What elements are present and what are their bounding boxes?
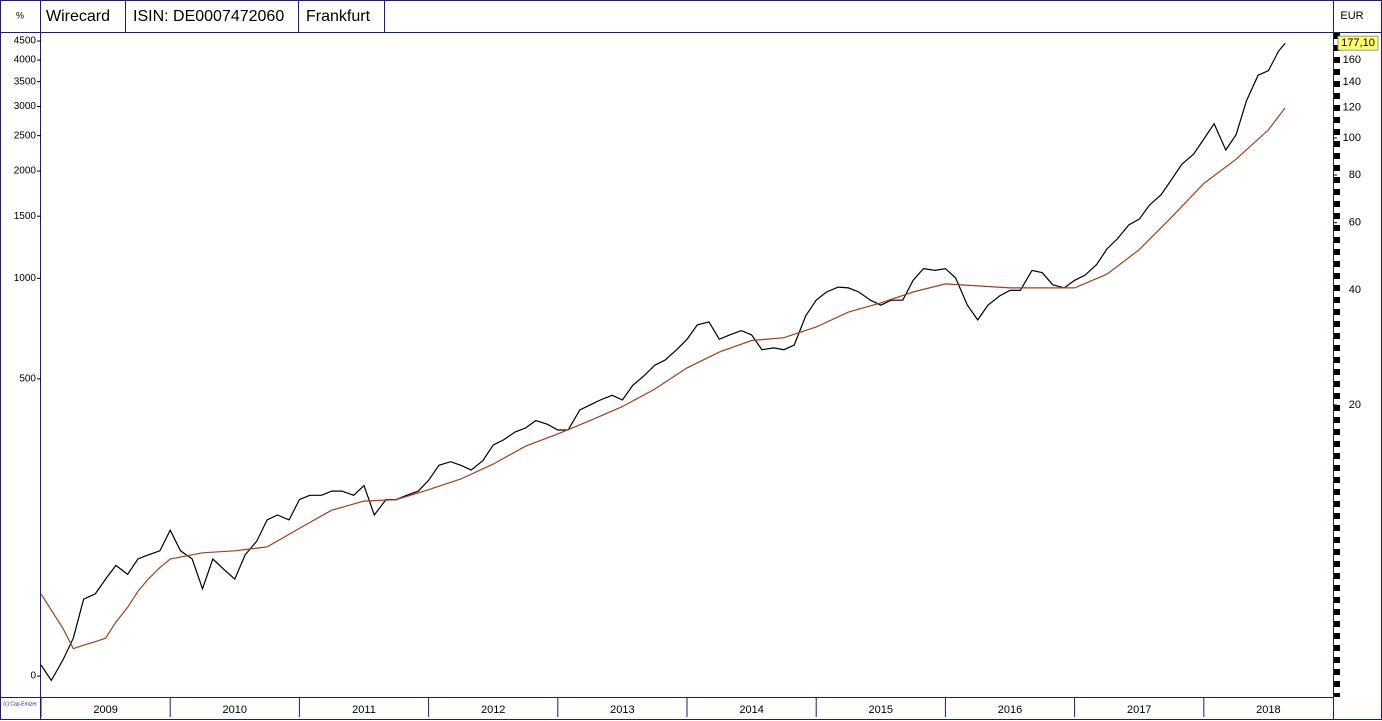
- y2-tick-label: 3000: [14, 101, 37, 112]
- y2-tick-label: 4000: [14, 55, 37, 66]
- x-tick-label: 2010: [223, 704, 247, 716]
- price-line: [40, 107, 1286, 650]
- y2-tick-label: 1000: [14, 273, 37, 284]
- x-tick-label: 2014: [739, 704, 763, 716]
- copyright: (c) Cap-Emizer: [3, 701, 37, 707]
- x-tick-label: 2018: [1256, 704, 1280, 716]
- y-tick-label: 140: [1343, 76, 1361, 88]
- x-tick-label: 2012: [481, 704, 505, 716]
- y-tick-label: 120: [1343, 102, 1361, 114]
- header-isin: ISIN: DE0007472060: [133, 8, 284, 25]
- x-tick-label: 2011: [352, 704, 376, 716]
- y-tick-label: 100: [1343, 132, 1361, 144]
- header-name: Wirecard: [46, 8, 110, 25]
- last-price-label: 177,10: [1341, 37, 1375, 49]
- y-tick-label: 40: [1349, 284, 1361, 296]
- y2-tick-label: 500: [19, 374, 36, 385]
- y-tick-label: 80: [1349, 169, 1361, 181]
- y2-tick-label: 2000: [14, 166, 37, 177]
- x-tick-label: 2016: [998, 704, 1022, 716]
- y2-tick-label: 2500: [14, 130, 37, 141]
- y-axis-label: EUR: [1340, 10, 1363, 22]
- y-tick-label: 60: [1349, 217, 1361, 229]
- y2-tick-label: 3500: [14, 76, 37, 87]
- price-line: [40, 42, 1286, 682]
- y-tick-label: 160: [1343, 54, 1361, 66]
- y2-tick-label: 0: [30, 671, 36, 682]
- x-tick-label: 2015: [869, 704, 893, 716]
- x-tick-label: 2009: [93, 704, 117, 716]
- last-price-box: [1337, 35, 1379, 51]
- y-tick-label: 20: [1349, 399, 1361, 411]
- y2-tick-label: 1500: [14, 211, 37, 222]
- y2-axis-label: %: [16, 10, 24, 20]
- x-tick-label: 2013: [610, 704, 634, 716]
- header-exchange: Frankfurt: [306, 8, 371, 25]
- y2-tick-label: 4500: [14, 36, 37, 47]
- x-tick-label: 2017: [1127, 704, 1151, 716]
